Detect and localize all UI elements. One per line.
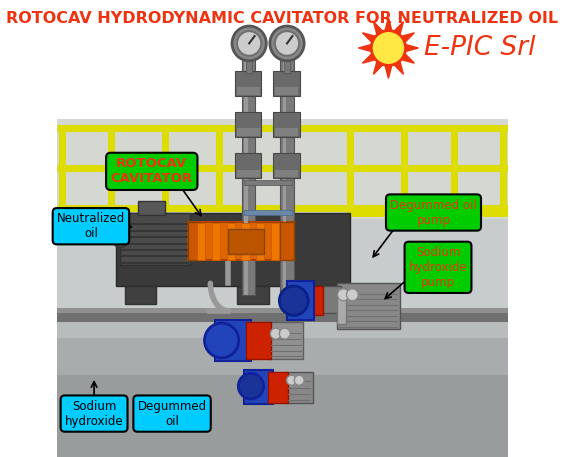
Bar [269, 322, 303, 359]
Circle shape [279, 328, 290, 339]
Bar [284, 60, 290, 73]
Bar [188, 222, 201, 260]
Bar [244, 32, 248, 295]
Bar [273, 71, 299, 96]
Bar [237, 286, 269, 304]
Bar [212, 223, 220, 260]
Bar [280, 222, 294, 260]
Text: Sodium
hydroxide: Sodium hydroxide [65, 399, 123, 428]
Circle shape [112, 231, 128, 247]
Bar [312, 286, 323, 315]
Bar [280, 32, 294, 295]
Bar [268, 372, 288, 403]
Bar [282, 32, 286, 295]
Text: ROTOCAV HYDRODYNAMIC CAVITATOR FOR NEUTRALIZED OIL: ROTOCAV HYDRODYNAMIC CAVITATOR FOR NEUTR… [6, 11, 559, 27]
Bar [246, 322, 271, 359]
Circle shape [238, 373, 263, 399]
Bar [273, 153, 299, 178]
Bar [57, 311, 508, 338]
Circle shape [205, 323, 239, 358]
Bar [246, 60, 252, 73]
Bar [257, 223, 264, 260]
Bar [235, 153, 262, 178]
Bar [125, 286, 157, 304]
Bar [337, 283, 399, 329]
Bar [57, 308, 508, 315]
Bar [57, 119, 508, 219]
Bar [116, 213, 350, 286]
Bar [237, 87, 260, 95]
Circle shape [371, 31, 406, 65]
Bar [241, 223, 250, 260]
Text: ROTOCAV
CAVITATOR: ROTOCAV CAVITATOR [111, 157, 193, 186]
Bar [237, 128, 260, 136]
Bar [237, 170, 260, 177]
Bar [273, 112, 299, 137]
Bar [228, 228, 264, 254]
Bar [57, 32, 508, 119]
Text: Sodium
hydroxide
pump: Sodium hydroxide pump [408, 246, 467, 289]
Circle shape [337, 289, 349, 301]
Bar [188, 222, 294, 260]
Bar [242, 32, 255, 295]
Bar [197, 223, 205, 260]
Bar [275, 128, 298, 136]
Circle shape [237, 31, 262, 56]
Bar [235, 71, 262, 96]
Circle shape [270, 328, 281, 339]
Bar [287, 281, 314, 320]
Circle shape [275, 31, 299, 56]
Circle shape [346, 289, 358, 301]
Bar [244, 210, 292, 215]
Bar [215, 320, 251, 361]
Text: Degummed
oil: Degummed oil [137, 399, 207, 428]
Text: Degummed oil
pump: Degummed oil pump [390, 198, 477, 227]
Bar [244, 180, 292, 185]
Bar [337, 288, 346, 324]
Bar [310, 286, 341, 304]
Bar [244, 370, 273, 404]
Bar [235, 112, 262, 137]
Bar [57, 338, 508, 375]
Bar [319, 286, 341, 313]
Bar [286, 372, 313, 403]
Circle shape [279, 286, 308, 315]
Bar [57, 219, 508, 457]
Circle shape [270, 26, 304, 61]
Bar [57, 375, 508, 457]
Text: E-PIC Srl: E-PIC Srl [424, 35, 536, 61]
Bar [227, 223, 234, 260]
Text: Neutralized
oil: Neutralized oil [57, 212, 125, 240]
Bar [138, 201, 166, 215]
Bar [120, 213, 190, 265]
Circle shape [286, 375, 297, 385]
Polygon shape [358, 17, 419, 79]
Bar [57, 313, 508, 322]
Bar [275, 170, 298, 177]
Bar [271, 223, 279, 260]
Circle shape [232, 26, 266, 61]
Bar [275, 87, 298, 95]
Circle shape [294, 375, 304, 385]
